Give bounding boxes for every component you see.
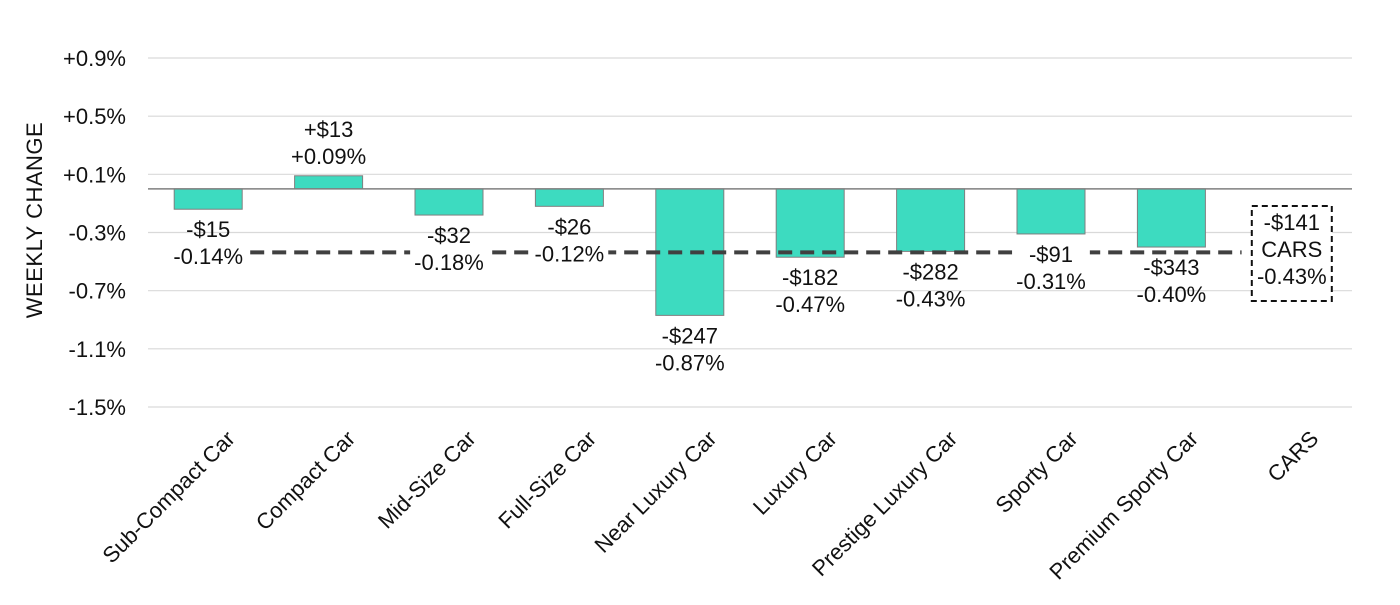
bar (534, 188, 604, 207)
data-label-percent: -0.87% (655, 350, 725, 375)
x-category-label: Near Luxury Car (590, 426, 722, 558)
x-category-label: Luxury Car (748, 426, 842, 520)
bar (1136, 188, 1206, 248)
x-category-label: Sporty Car (991, 426, 1083, 518)
label-backing (530, 248, 609, 257)
data-label-percent: -0.12% (535, 241, 605, 266)
bar (173, 188, 243, 210)
data-label-percent: -0.18% (414, 250, 484, 275)
y-tick-label: -1.5% (69, 395, 126, 420)
data-labels: -$15-0.14% +$13+0.09% -$32-0.18% -$26-0.12%… (169, 117, 1333, 375)
y-tick-label: -0.7% (69, 279, 126, 304)
data-label-dollar: -$247 (662, 323, 718, 348)
x-axis-categories: Sub-Compact Car Compact Car Mid-Size Car Fu… (98, 426, 1324, 585)
data-label: CARS (1261, 237, 1322, 262)
y-axis-label: WEEKLY CHANGE (22, 122, 47, 318)
gridlines (148, 57, 1352, 408)
y-tick-label: +0.5% (63, 104, 126, 129)
label-backing (169, 248, 248, 257)
bar (1016, 188, 1086, 235)
data-label-percent: -0.31% (1016, 269, 1086, 294)
x-category-label: Full-Size Car (493, 426, 601, 534)
y-tick-label: -1.1% (69, 337, 126, 362)
data-label-dollar: -$91 (1029, 242, 1073, 267)
label-backing (1012, 248, 1090, 257)
data-label-dollar: -$15 (186, 217, 230, 242)
data-label: -0.43% (1257, 264, 1327, 289)
x-category-label: Compact Car (251, 426, 360, 535)
y-tick-label: +0.1% (63, 162, 126, 187)
data-label-dollar: +$13 (304, 117, 354, 142)
data-label-dollar: -$182 (782, 265, 838, 290)
bar (414, 188, 484, 216)
overall-box (1250, 205, 1333, 302)
data-label: -$141 (1264, 210, 1320, 235)
data-label-percent: -0.14% (173, 244, 243, 269)
data-label-percent: -0.43% (896, 286, 966, 311)
y-axis-ticks: +0.9% +0.5% +0.1% -0.3% -0.7% -1.1% -1.5% (63, 46, 126, 420)
data-label-percent: -0.40% (1137, 282, 1207, 307)
label-backing (410, 248, 488, 257)
bar (775, 188, 845, 258)
x-category-label: CARS (1262, 426, 1323, 487)
data-label-percent: -0.47% (775, 292, 845, 317)
data-label-dollar: -$343 (1143, 255, 1199, 280)
y-tick-label: +0.9% (63, 46, 126, 71)
x-category-label: Sub-Compact Car (98, 426, 240, 568)
data-label-dollar: -$26 (547, 214, 591, 239)
data-label-dollar: -$32 (427, 223, 471, 248)
data-label-dollar: -$282 (902, 259, 958, 284)
y-tick-label: -0.3% (69, 221, 126, 246)
x-category-label: Mid-Size Car (373, 426, 481, 534)
data-label-percent: +0.09% (291, 144, 366, 169)
bar (896, 188, 966, 252)
bar (294, 175, 364, 190)
